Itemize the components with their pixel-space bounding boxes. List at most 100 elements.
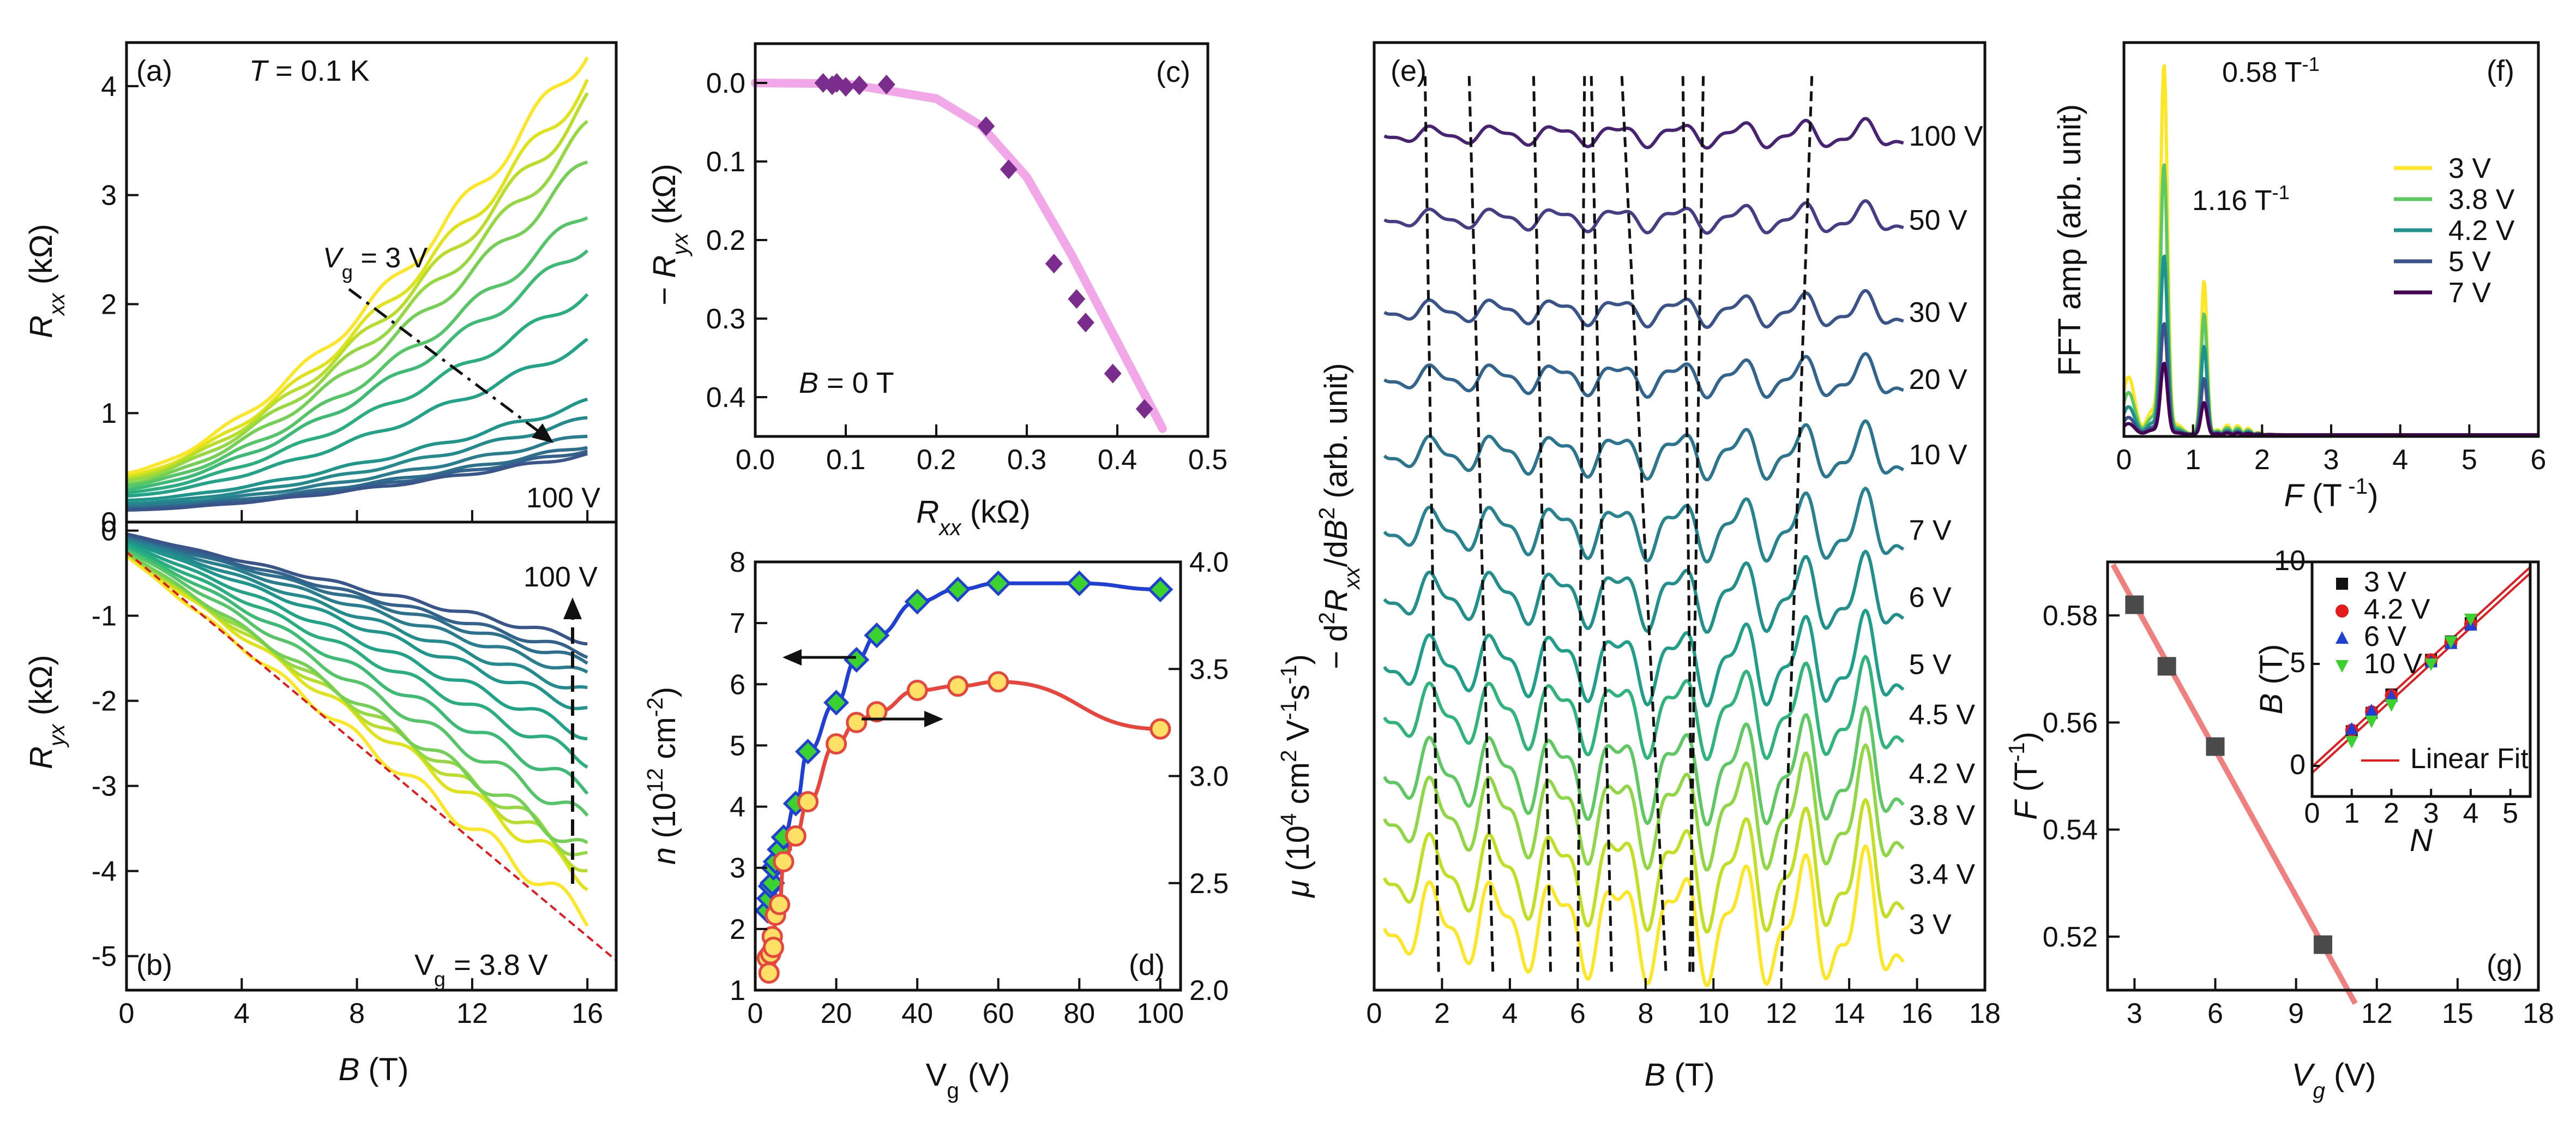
- data-point-mobility: [773, 851, 795, 872]
- x-tick-label: 0.1: [826, 444, 865, 476]
- inset-legend-marker: [2336, 578, 2348, 590]
- y-tick-label-right: 4.0: [1189, 547, 1229, 578]
- inset-point-triangle: [2345, 722, 2358, 735]
- series-line-70V: [126, 534, 588, 665]
- y-tick-label: 1: [101, 398, 117, 429]
- x-tick-label: 0.4: [1098, 444, 1137, 476]
- data-point-c: [977, 116, 995, 136]
- x-tick-label: 4: [1502, 998, 1518, 1029]
- y-tick-label: 8: [730, 547, 745, 578]
- data-point-density: [1147, 576, 1173, 602]
- dashed-guide-e: [1576, 76, 1586, 974]
- series-line-100V: [126, 452, 588, 512]
- y-tick-label: 0.0: [706, 68, 745, 99]
- plot-frame-d: [754, 560, 1182, 992]
- panel-label-e: (e): [1391, 55, 1427, 87]
- series-line-10V: [125, 542, 588, 740]
- data-point-mobility: [785, 825, 806, 847]
- plot-frame-b: [125, 520, 618, 992]
- panel-label-g: (g): [2487, 949, 2523, 981]
- dashed-guide-e: [1467, 76, 1495, 974]
- inset-x-tick-label: 0: [2304, 798, 2320, 829]
- data-point-mobility: [769, 894, 791, 915]
- inset-legend-marker: [2336, 631, 2349, 644]
- panel-g: 0.520.540.560.583 6 9 12 15 18(g)Vg (V)F (T-1…: [2004, 545, 2554, 1103]
- series-line-3V: [125, 555, 589, 927]
- series-line-50V: [1383, 199, 1904, 235]
- x-axis-label-c: Rxx (kΩ): [916, 494, 1031, 540]
- series-label-e: 30 V: [1909, 297, 1967, 328]
- dashed-guide-e: [1780, 76, 1814, 974]
- x-tick-label: 0.5: [1188, 444, 1227, 476]
- x-tick-label: 4: [234, 998, 250, 1029]
- panel-d: 1 2 3 4 5 6 7 8 2.0 2.5 3.0 3.5 4.0 0 20 40 60 80 100 (d) Vg…: [642, 547, 1316, 1103]
- series-line-7V: [126, 293, 589, 495]
- inset-frame: [2310, 560, 2532, 798]
- x-tick-label: 16: [571, 998, 603, 1029]
- inset-x-axis-label: N: [2410, 823, 2433, 858]
- x-tick-label: 6: [1570, 998, 1586, 1029]
- x-tick-label: 12: [1766, 998, 1797, 1029]
- x-tick-label: 15: [2442, 998, 2473, 1029]
- series-line-100V: [126, 532, 588, 646]
- panel-a: 0 1 2 3 4 (a) T = 0.1 K Vg = 3 V 100 V Rxx (kΩ): [23, 41, 618, 538]
- x-tick-label: 10: [1698, 998, 1729, 1029]
- panel-label-c: (c): [1156, 56, 1190, 88]
- series-line-3.8V: [126, 92, 589, 481]
- data-point-c: [1076, 313, 1094, 333]
- inset-x-tick-label: 4: [2463, 798, 2478, 829]
- data-point-c: [1068, 289, 1086, 309]
- series-line-3V: [1382, 844, 1905, 987]
- series-line-5V: [125, 548, 589, 817]
- series-line-7V: [1383, 487, 1905, 564]
- data-point-g: [2206, 737, 2225, 756]
- x-tick-label: 5: [2461, 444, 2477, 476]
- peak-label-1: 0.58 T-1: [2222, 53, 2320, 89]
- x-tick-label: 0.2: [917, 444, 956, 476]
- series-line-20V: [1383, 352, 1904, 399]
- series-label-e: 3 V: [1909, 909, 1952, 941]
- series-line-5V: [126, 216, 588, 488]
- y-axis-label-f: FFT amp (arb. unit): [2052, 104, 2087, 376]
- inset-point-triangle-down: [2345, 736, 2358, 749]
- x-tick-label: 8: [1638, 998, 1653, 1029]
- series-line-4.2V: [126, 119, 589, 483]
- series-line-100V: [1383, 117, 1904, 150]
- y-tick-label-right: 3.5: [1189, 654, 1229, 685]
- y-tick-label: 0.58: [2043, 600, 2098, 632]
- data-point-mobility: [866, 701, 888, 723]
- x-axis-label-d: Vg (V): [926, 1057, 1010, 1103]
- inset-y-axis-label: B (T): [2254, 644, 2289, 715]
- data-point-mobility: [1149, 718, 1171, 740]
- y-tick-label-right: 2.5: [1189, 868, 1229, 900]
- data-point-c: [850, 75, 868, 95]
- x-tick-label: 6: [2531, 444, 2547, 476]
- x-tick-label: 16: [1901, 998, 1933, 1029]
- gate-voltage-start: Vg = 3 V: [323, 242, 428, 283]
- x-tick-label: 18: [1969, 998, 2001, 1029]
- data-point-density: [944, 576, 971, 602]
- data-point-density: [864, 622, 890, 649]
- data-point-c: [1104, 363, 1122, 384]
- panel-f: 0 1 2 3 4 5 6 3 V3.8 V4.2 V5 V7 V (f) 0.58 T-1 1.1…: [2052, 41, 2547, 513]
- legend-label: 5 V: [2448, 246, 2491, 278]
- y-tick-label: 0.56: [2043, 707, 2098, 739]
- x-tick-label: 80: [1063, 998, 1095, 1029]
- inset-point-triangle-down: [2464, 613, 2477, 626]
- panel-label-f: (f): [2487, 55, 2514, 87]
- series-line-30V: [127, 416, 588, 505]
- y-tick-label-right: 2.0: [1189, 975, 1229, 1007]
- inset-legend-label: 4.2 V: [2364, 594, 2430, 625]
- legend-label: 7 V: [2448, 277, 2491, 309]
- data-point-density: [795, 739, 821, 765]
- y-tick-label: 6: [730, 669, 745, 700]
- data-point-c: [837, 77, 854, 97]
- arrow-head-a: [532, 423, 553, 443]
- y-axis-label-e: − d2Rxx/dB2 (arb. unit): [1314, 363, 1364, 669]
- x-tick-label: 0: [119, 998, 135, 1029]
- x-tick-label: 14: [1833, 998, 1865, 1029]
- x-tick-label: 0.3: [1007, 444, 1046, 476]
- arrow-head-right: [924, 711, 943, 727]
- inset-legend-label: Linear Fit: [2410, 743, 2529, 775]
